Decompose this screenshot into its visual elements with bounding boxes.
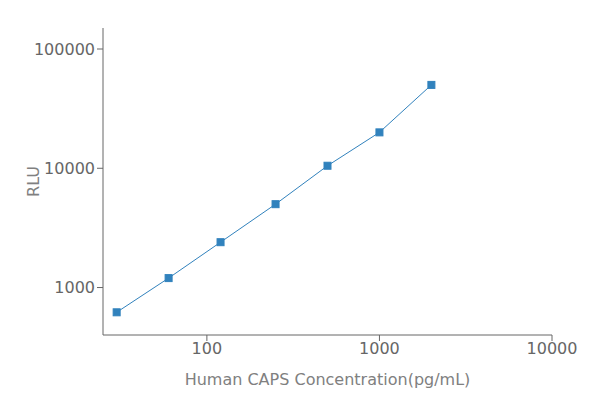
svg-text:Human CAPS Concentration(pg/mL: Human CAPS Concentration(pg/mL) (185, 370, 471, 389)
svg-text:100000: 100000 (34, 40, 95, 59)
svg-text:10000: 10000 (527, 339, 578, 358)
svg-text:RLU: RLU (24, 166, 43, 197)
svg-text:1000: 1000 (54, 278, 95, 297)
svg-text:1000: 1000 (359, 339, 400, 358)
svg-text:10000: 10000 (44, 159, 95, 178)
svg-text:100: 100 (192, 339, 223, 358)
